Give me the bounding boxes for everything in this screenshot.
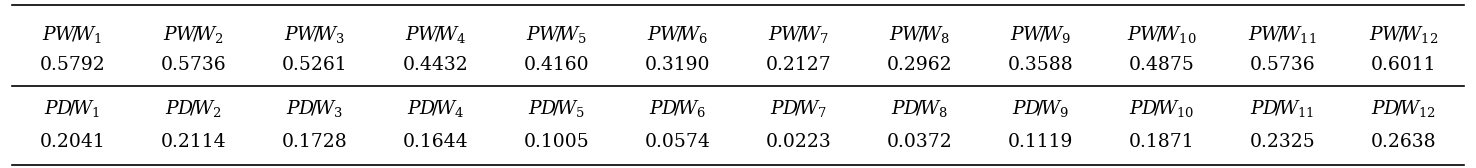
Text: $PW\!/\!W_8$: $PW\!/\!W_8$ [889, 24, 951, 45]
Text: $PW\!/\!W_{11}$: $PW\!/\!W_{11}$ [1249, 24, 1317, 45]
Text: 0.1119: 0.1119 [1008, 133, 1073, 151]
Text: $PW\!/\!W_{10}$: $PW\!/\!W_{10}$ [1126, 24, 1197, 45]
Text: 0.2962: 0.2962 [887, 56, 952, 74]
Text: 0.3588: 0.3588 [1008, 56, 1073, 74]
Text: 0.0223: 0.0223 [766, 133, 831, 151]
Text: $PW\!/\!W_2$: $PW\!/\!W_2$ [162, 24, 224, 45]
Text: $PW\!/\!W_7$: $PW\!/\!W_7$ [768, 24, 830, 45]
Text: 0.5736: 0.5736 [161, 56, 226, 74]
Text: 0.5792: 0.5792 [40, 56, 105, 74]
Text: 0.1644: 0.1644 [403, 133, 468, 151]
Text: 0.2041: 0.2041 [40, 133, 105, 151]
Text: 0.5261: 0.5261 [282, 56, 347, 74]
Text: 0.0372: 0.0372 [887, 133, 952, 151]
Text: 0.2325: 0.2325 [1250, 133, 1315, 151]
Text: 0.0574: 0.0574 [645, 133, 710, 151]
Text: 0.5736: 0.5736 [1250, 56, 1315, 74]
Text: $PD\!/\!W_9$: $PD\!/\!W_9$ [1013, 98, 1069, 119]
Text: $PD\!/\!W_{11}$: $PD\!/\!W_{11}$ [1250, 98, 1315, 119]
Text: $PD\!/\!W_4$: $PD\!/\!W_4$ [407, 98, 463, 119]
Text: $PD\!/\!W_6$: $PD\!/\!W_6$ [649, 98, 706, 119]
Text: $PD\!/\!W_5$: $PD\!/\!W_5$ [528, 98, 584, 119]
Text: 0.6011: 0.6011 [1371, 56, 1436, 74]
Text: 0.2638: 0.2638 [1371, 133, 1436, 151]
Text: $PD\!/\!W_1$: $PD\!/\!W_1$ [44, 98, 100, 119]
Text: 0.3190: 0.3190 [645, 56, 710, 74]
Text: $PW\!/\!W_3$: $PW\!/\!W_3$ [283, 24, 345, 45]
Text: $PW\!/\!W_9$: $PW\!/\!W_9$ [1010, 24, 1072, 45]
Text: 0.2114: 0.2114 [161, 133, 226, 151]
Text: $PD\!/\!W_2$: $PD\!/\!W_2$ [165, 98, 221, 119]
Text: $PW\!/\!W_5$: $PW\!/\!W_5$ [525, 24, 587, 45]
Text: $PW\!/\!W_1$: $PW\!/\!W_1$ [43, 24, 102, 45]
Text: 0.4160: 0.4160 [524, 56, 589, 74]
Text: $PD\!/\!W_8$: $PD\!/\!W_8$ [892, 98, 948, 119]
Text: $PD\!/\!W_7$: $PD\!/\!W_7$ [770, 98, 827, 119]
Text: $PD\!/\!W_{12}$: $PD\!/\!W_{12}$ [1371, 98, 1436, 119]
Text: 0.1728: 0.1728 [282, 133, 347, 151]
Text: $PD\!/\!W_3$: $PD\!/\!W_3$ [286, 98, 342, 119]
Text: 0.2127: 0.2127 [766, 56, 831, 74]
Text: $PW\!/\!W_6$: $PW\!/\!W_6$ [646, 24, 708, 45]
Text: 0.4432: 0.4432 [403, 56, 468, 74]
Text: $PW\!/\!W_4$: $PW\!/\!W_4$ [404, 24, 466, 45]
Text: $PW\!/\!W_{12}$: $PW\!/\!W_{12}$ [1370, 24, 1438, 45]
Text: 0.4875: 0.4875 [1129, 56, 1194, 74]
Text: 0.1871: 0.1871 [1129, 133, 1194, 151]
Text: $PD\!/\!W_{10}$: $PD\!/\!W_{10}$ [1129, 98, 1194, 119]
Text: 0.1005: 0.1005 [524, 133, 589, 151]
